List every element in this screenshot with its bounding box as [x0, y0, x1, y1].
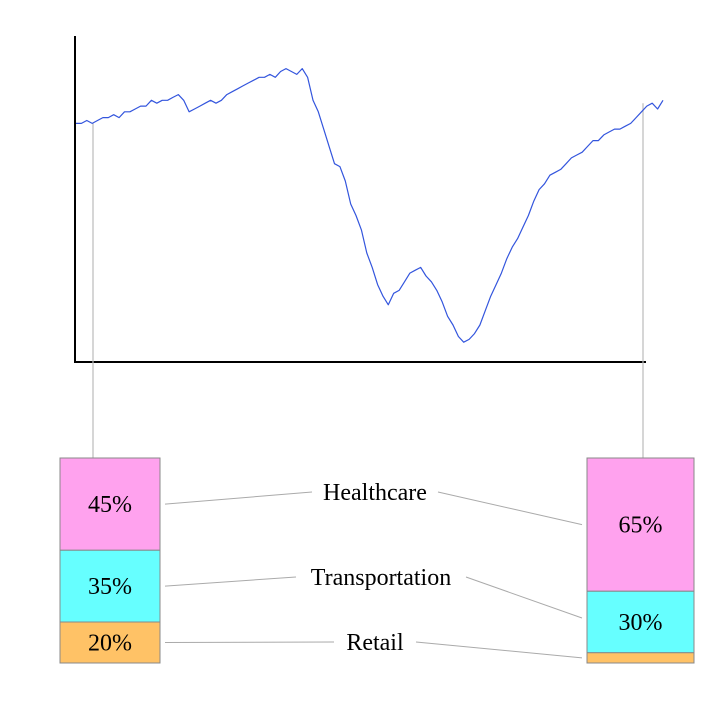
series-label-transportation: Transportation [311, 565, 451, 591]
data-label: 45% [88, 492, 132, 518]
leader-line [164, 641, 335, 643]
leader-line [437, 491, 583, 526]
leader-line [465, 576, 583, 619]
data-label: 30% [619, 610, 663, 636]
leader-line [164, 576, 297, 587]
bar-segment-retail [586, 652, 695, 664]
series-label-healthcare: Healthcare [323, 480, 427, 506]
bar-segment-healthcare [59, 457, 161, 551]
bar-segment-healthcare [586, 457, 695, 592]
data-label: 35% [88, 574, 132, 600]
bar-segment-retail [59, 621, 161, 664]
bar-segment-transportation [586, 590, 695, 654]
data-label: 65% [619, 513, 663, 539]
leader-line [164, 491, 313, 505]
series-label-retail: Retail [346, 630, 404, 656]
data-label: 20% [88, 631, 132, 657]
leader-line [415, 641, 583, 659]
line-series [76, 67, 664, 343]
